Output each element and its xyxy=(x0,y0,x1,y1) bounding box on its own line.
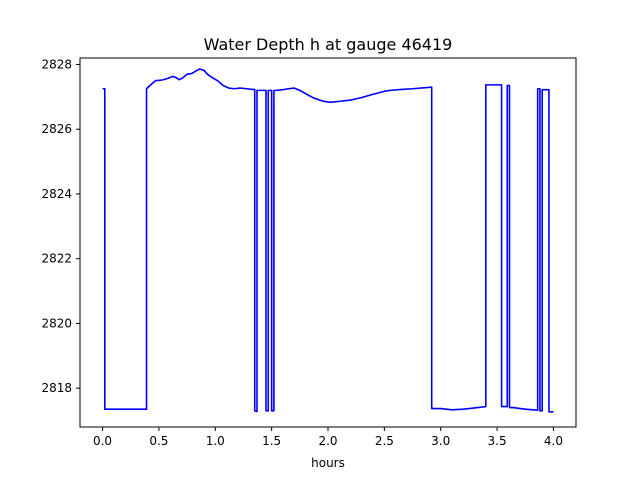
x-tick-label: 4.0 xyxy=(544,434,563,448)
y-tick-label: 2818 xyxy=(41,381,72,395)
plot-frame xyxy=(79,57,577,428)
x-tick-label: 2.0 xyxy=(318,434,337,448)
y-tick-label: 2822 xyxy=(41,252,72,266)
x-tick-label: 1.0 xyxy=(206,434,225,448)
x-tick-label: 1.5 xyxy=(262,434,281,448)
plot-area xyxy=(102,68,554,413)
x-axis-label: hours xyxy=(311,456,345,470)
y-tick-label: 2820 xyxy=(41,316,72,330)
y-tick-label: 2824 xyxy=(41,187,72,201)
x-tick-label: 3.5 xyxy=(488,434,507,448)
x-tick-label: 0.5 xyxy=(149,434,168,448)
axis-ticks: 0.0 0.5 1.0 1.5 2.0 2.5 3.0 3.5 4.0 2818 2820 2822 2… xyxy=(41,57,563,448)
x-tick-label: 3.0 xyxy=(431,434,450,448)
x-tick-label: 2.5 xyxy=(375,434,394,448)
y-tick-label: 2828 xyxy=(41,57,72,71)
y-tick-label: 2826 xyxy=(41,122,72,136)
chart-title: Water Depth h at gauge 46419 xyxy=(204,35,453,54)
series-line-0 xyxy=(102,68,554,413)
x-tick-label: 0.0 xyxy=(93,434,112,448)
